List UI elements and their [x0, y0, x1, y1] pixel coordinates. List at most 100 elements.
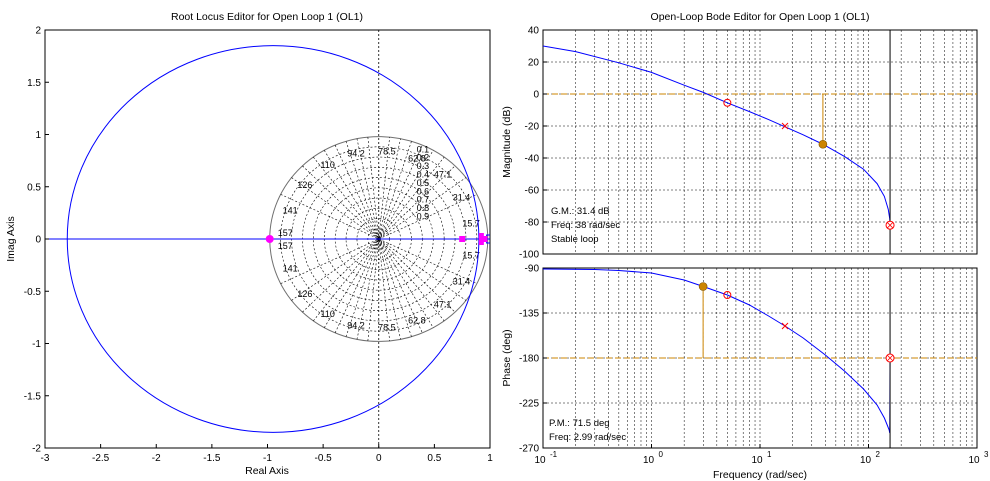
y-tick-label: 0.5	[27, 182, 41, 193]
root-locus-ylabel: Imag Axis	[5, 216, 17, 262]
closed-loop-pole[interactable]	[481, 236, 488, 242]
frequency-label: 141	[283, 264, 298, 274]
pole-marker[interactable]	[781, 322, 789, 330]
x-tick-label: 10	[860, 455, 872, 466]
frequency-label: 31.4	[453, 276, 471, 286]
y-tick-label: -270	[519, 444, 539, 455]
bode-title: Open-Loop Bode Editor for Open Loop 1 (O…	[651, 11, 870, 23]
phase-ylabel: Phase (deg)	[501, 329, 513, 386]
bode-panel: Open-Loop Bode Editor for Open Loop 1 (O…	[501, 11, 989, 481]
frequency-label: 110	[321, 309, 335, 319]
phase-margin-freq-text: Freq: 2.99 rad/sec	[549, 432, 626, 443]
damping-ray	[334, 145, 423, 333]
stable-loop-text: Stable loop	[551, 234, 599, 245]
frequency-label: 126	[297, 289, 312, 299]
bode-xlabel: Frequency (rad/sec)	[713, 469, 807, 481]
gain-margin-text: G.M.: 31.4 dB	[551, 206, 610, 217]
y-tick-label: -2	[32, 444, 41, 455]
x-tick-exponent: 0	[659, 450, 664, 459]
y-tick-label: -80	[525, 218, 540, 229]
frequency-ring	[345, 207, 412, 271]
damping-label: 0.3	[417, 161, 430, 171]
root-locus-panel: Root Locus Editor for Open Loop 1 (OL1) …	[5, 11, 493, 477]
damping-label: 0.8	[417, 203, 430, 213]
damping-label: 0.9	[417, 211, 430, 221]
y-tick-label: -0.5	[24, 287, 42, 298]
damping-ray	[291, 177, 467, 301]
damping-label: 0.2	[417, 153, 430, 163]
magnitude-curve[interactable]	[543, 45, 891, 226]
y-tick-label: -1	[32, 339, 41, 350]
phase-curve[interactable]	[543, 268, 891, 434]
x-tick-label: -1	[263, 453, 272, 464]
x-tick-label: 10	[968, 455, 980, 466]
frequency-label: 62.8	[408, 154, 426, 164]
frequency-label: 31.4	[453, 193, 471, 203]
y-tick-label: 0	[533, 90, 539, 101]
x-tick-exponent: 1	[767, 450, 772, 459]
frequency-label: 110	[321, 160, 335, 170]
frequency-label: 15.7	[462, 219, 480, 229]
frequency-label: 141	[283, 205, 298, 215]
damping-ray	[334, 145, 423, 333]
frequency-label: 47.1	[434, 299, 452, 309]
bode-x-ticks: 10 -1 10 0 10 1 10 2 10 3	[534, 444, 989, 466]
y-tick-label: 2	[35, 26, 41, 37]
phase-margin-marker[interactable]	[698, 282, 708, 291]
x-tick-label: 0	[376, 453, 382, 464]
frequency-label: 62.8	[408, 315, 426, 325]
y-tick-label: 0	[35, 235, 41, 246]
magnitude-curves[interactable]	[543, 30, 977, 254]
y-tick-label: 1	[35, 130, 41, 141]
x-tick-label: 10	[643, 455, 655, 466]
frequency-label: 94.2	[347, 149, 365, 159]
root-locus-title: Root Locus Editor for Open Loop 1 (OL1)	[171, 11, 363, 23]
y-tick-label: -100	[519, 250, 539, 261]
phase-margin-text: P.M.: 71.5 deg	[549, 418, 610, 429]
y-tick-label: -225	[519, 399, 539, 410]
y-tick-label: -20	[525, 122, 540, 133]
closed-loop-pole[interactable]	[265, 235, 274, 243]
magnitude-y-ticks: 40 20 0 -20 -40 -60 -80 -100	[519, 26, 547, 261]
y-tick-label: -60	[525, 186, 540, 197]
damping-label: 0.7	[417, 195, 430, 205]
gain-margin-marker[interactable]	[818, 139, 828, 149]
frequency-label: 157	[278, 228, 293, 238]
y-tick-label: 40	[528, 26, 540, 37]
phase-curves[interactable]	[543, 268, 977, 448]
x-tick-label: 10	[751, 455, 763, 466]
frequency-label: 78.5	[378, 323, 396, 333]
damping-label: 0.5	[417, 178, 430, 188]
damping-ray	[291, 177, 467, 301]
y-tick-label: -135	[519, 309, 539, 320]
frequency-label: 157	[278, 241, 293, 251]
zero-marker[interactable]	[723, 98, 732, 107]
pole-marker[interactable]	[781, 122, 789, 130]
frequency-label: 47.1	[434, 170, 452, 180]
frequency-label: 126	[297, 180, 312, 190]
closed-loop-pole-cluster[interactable]	[478, 233, 484, 245]
x-tick-exponent: -1	[550, 450, 558, 459]
x-tick-label: 1	[487, 453, 493, 464]
closed-loop-pole[interactable]	[459, 236, 466, 242]
frequency-label: 15.7	[462, 250, 480, 260]
x-tick-label: -1.5	[203, 453, 221, 464]
closed-loop-pole-markers[interactable]	[265, 233, 488, 245]
crossover-marker-x	[886, 221, 894, 229]
y-tick-label: -90	[525, 264, 540, 275]
zero-marker[interactable]	[723, 291, 732, 299]
x-tick-label: 0.5	[427, 453, 441, 464]
x-tick-label: -3	[41, 453, 50, 464]
damping-label: 0.6	[417, 186, 430, 196]
frequency-label: 94.2	[347, 320, 365, 330]
y-tick-label: -40	[525, 154, 540, 165]
y-tick-label: -1.5	[24, 391, 42, 402]
y-tick-label: 20	[528, 58, 540, 69]
damping-label: 0.4	[417, 169, 430, 179]
y-tick-label: 1.5	[27, 78, 41, 89]
frequency-label: 78.5	[378, 146, 396, 156]
x-tick-label: 10	[534, 455, 546, 466]
root-locus-y-ticks: 2 1.5 1 0.5 0 -0.5 -1 -1.5 -2	[24, 26, 49, 455]
magnitude-ylabel: Magnitude (dB)	[501, 106, 513, 178]
